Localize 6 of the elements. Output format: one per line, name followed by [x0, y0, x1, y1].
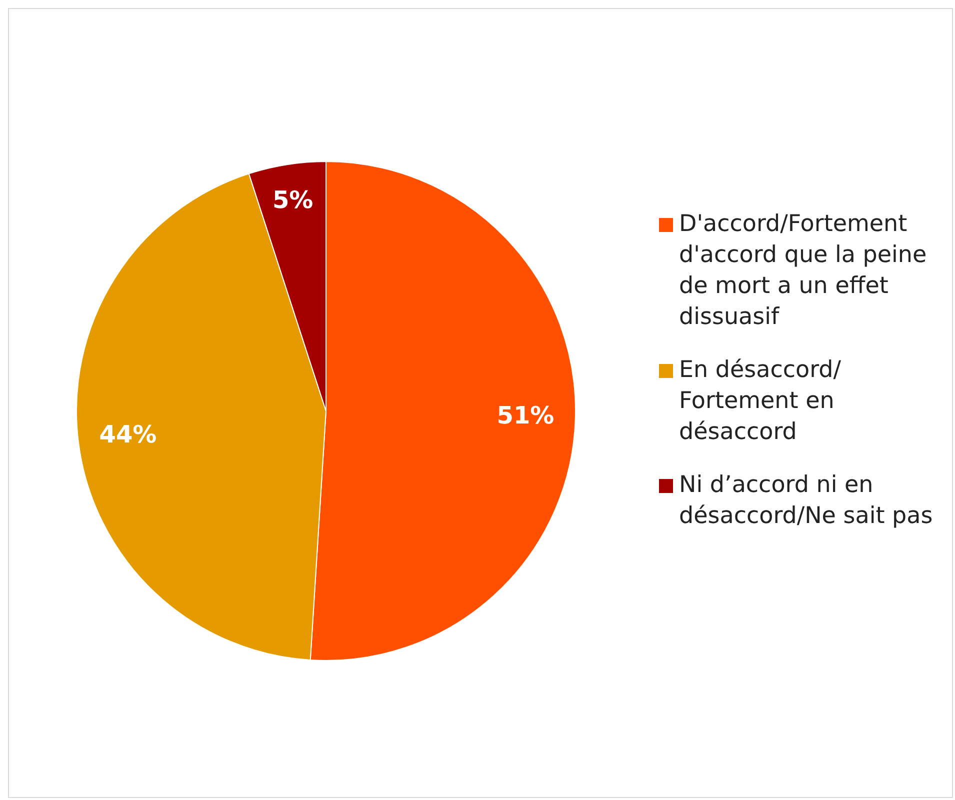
- legend-label: En désaccord/ Fortement en désaccord: [679, 356, 842, 447]
- data-label: 5%: [272, 186, 314, 214]
- data-label: 44%: [99, 420, 157, 448]
- legend-label: Ni d’accord ni en désaccord/Ne sait pas: [679, 471, 934, 531]
- data-label: 51%: [496, 402, 554, 430]
- legend-label: D'accord/Fortement d'accord que la peine de mort a un effet dissuasif: [679, 210, 928, 332]
